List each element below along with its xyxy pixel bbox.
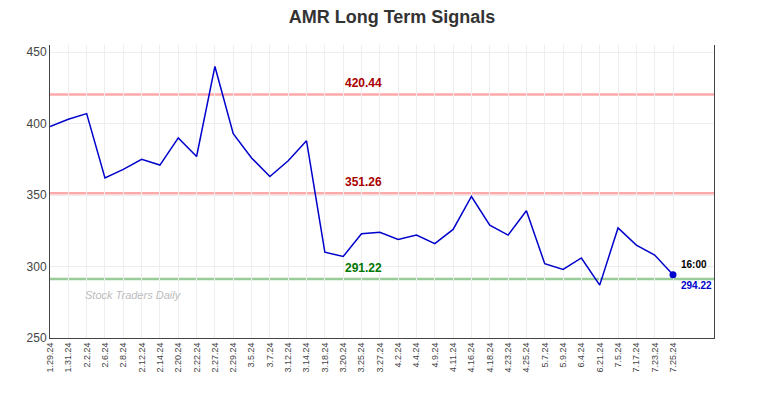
svg-text:2.20.24: 2.20.24 [173, 343, 183, 373]
svg-text:2.2.24: 2.2.24 [82, 343, 92, 368]
svg-text:2.29.24: 2.29.24 [228, 343, 238, 373]
svg-text:2.14.24: 2.14.24 [155, 343, 165, 373]
svg-text:1.31.24: 1.31.24 [63, 343, 73, 373]
svg-text:7.23.24: 7.23.24 [650, 343, 660, 373]
svg-text:16:00: 16:00 [681, 259, 707, 270]
svg-text:3.27.24: 3.27.24 [375, 343, 385, 373]
svg-text:7.25.24: 7.25.24 [668, 343, 678, 373]
svg-text:7.5.24: 7.5.24 [613, 343, 623, 368]
svg-text:6.4.24: 6.4.24 [576, 343, 586, 368]
svg-text:6.21.24: 6.21.24 [595, 343, 605, 373]
svg-text:4.23.24: 4.23.24 [503, 343, 513, 373]
svg-text:Stock Traders Daily: Stock Traders Daily [85, 289, 182, 301]
svg-text:AMR Long Term Signals: AMR Long Term Signals [289, 7, 496, 27]
svg-text:3.14.24: 3.14.24 [301, 343, 311, 373]
svg-text:400: 400 [27, 117, 47, 131]
svg-text:2.8.24: 2.8.24 [118, 343, 128, 368]
svg-text:5.7.24: 5.7.24 [540, 343, 550, 368]
svg-text:5.9.24: 5.9.24 [558, 343, 568, 368]
svg-text:3.12.24: 3.12.24 [283, 343, 293, 373]
svg-text:4.11.24: 4.11.24 [448, 343, 458, 372]
svg-text:291.22: 291.22 [345, 261, 382, 275]
svg-text:2.22.24: 2.22.24 [192, 343, 202, 373]
svg-text:3.5.24: 3.5.24 [246, 343, 256, 368]
svg-text:2.12.24: 2.12.24 [137, 343, 147, 373]
svg-text:7.17.24: 7.17.24 [631, 343, 641, 373]
svg-text:420.44: 420.44 [345, 76, 382, 90]
svg-text:3.20.24: 3.20.24 [338, 343, 348, 373]
svg-text:1.29.24: 1.29.24 [45, 343, 55, 373]
svg-text:3.7.24: 3.7.24 [265, 343, 275, 368]
svg-text:350: 350 [27, 188, 47, 202]
svg-text:3.25.24: 3.25.24 [356, 343, 366, 373]
svg-text:4.9.24: 4.9.24 [430, 343, 440, 368]
svg-text:4.4.24: 4.4.24 [411, 343, 421, 368]
svg-text:2.27.24: 2.27.24 [210, 343, 220, 373]
svg-text:300: 300 [27, 260, 47, 274]
svg-text:2.6.24: 2.6.24 [100, 343, 110, 368]
svg-text:450: 450 [27, 45, 47, 59]
svg-text:294.22: 294.22 [681, 280, 712, 291]
svg-text:3.18.24: 3.18.24 [320, 343, 330, 373]
svg-text:4.18.24: 4.18.24 [485, 343, 495, 373]
svg-text:351.26: 351.26 [345, 175, 382, 189]
svg-text:4.2.24: 4.2.24 [393, 343, 403, 368]
svg-text:250: 250 [27, 331, 47, 345]
svg-text:4.25.24: 4.25.24 [521, 343, 531, 373]
svg-text:4.16.24: 4.16.24 [466, 343, 476, 373]
